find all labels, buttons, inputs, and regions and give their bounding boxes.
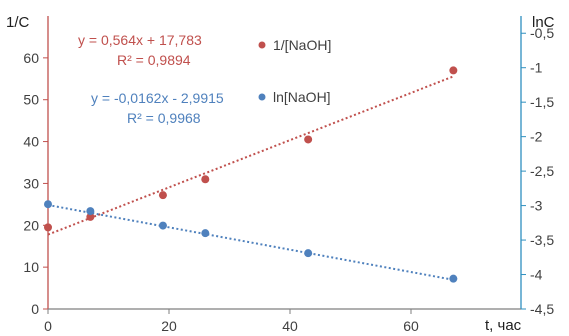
right-tick-label: -2 xyxy=(530,129,543,145)
x-axis-title: t, час xyxy=(485,317,522,334)
data-point-red xyxy=(158,191,167,200)
data-point-red xyxy=(304,135,313,144)
left-tick-label: 20 xyxy=(23,217,39,233)
data-point-red xyxy=(201,175,210,184)
red-trend-equation: y = 0,564x + 17,783 xyxy=(78,32,202,48)
data-point-blue xyxy=(304,249,313,258)
data-point-red xyxy=(44,223,52,232)
left-axis-title: 1/C xyxy=(6,14,30,31)
right-tick-label: -3,5 xyxy=(530,232,554,248)
right-tick-label: -1,5 xyxy=(530,94,554,110)
left-tick-label: 60 xyxy=(23,50,39,66)
right-tick-label: -4,5 xyxy=(530,301,554,317)
legend-label-blue: ln[NaOH] xyxy=(273,89,331,105)
legend-marker-blue xyxy=(258,93,266,101)
x-tick-label: 0 xyxy=(44,318,52,334)
right-tick-label: -1 xyxy=(530,60,543,76)
x-tick-label: 40 xyxy=(282,318,298,334)
left-tick-label: 30 xyxy=(23,175,39,191)
red-trend-r2: R² = 0,9894 xyxy=(117,52,191,68)
data-point-red xyxy=(86,212,95,221)
right-tick-label: -3 xyxy=(530,198,543,214)
left-tick-label: 10 xyxy=(23,259,39,275)
right-tick-label: -2,5 xyxy=(530,163,554,179)
legend: 1/[NaOH] ln[NaOH] xyxy=(258,37,331,105)
left-tick-label: 0 xyxy=(31,301,39,317)
axes xyxy=(47,16,522,310)
left-axis-ticks: 0 10 20 30 40 50 60 xyxy=(23,50,48,317)
right-axis-ticks: -4,5 -4 -3,5 -3 -2,5 -2 -1,5 -1 -0,5 xyxy=(521,25,554,317)
blue-trend-r2: R² = 0,9968 xyxy=(127,110,201,126)
blue-trend-equation: y = -0,0162x - 2,9915 xyxy=(91,90,224,106)
right-tick-label: -4 xyxy=(530,267,543,283)
right-axis-title: lnC xyxy=(532,14,555,31)
x-tick-label: 20 xyxy=(161,318,177,334)
data-point-blue xyxy=(201,229,210,238)
left-tick-label: 50 xyxy=(23,92,39,108)
data-point-blue xyxy=(86,207,95,216)
trendline-blue xyxy=(47,204,454,281)
data-points xyxy=(44,66,458,283)
trendlines xyxy=(47,75,454,281)
right-tick-label: -0,5 xyxy=(530,25,554,41)
legend-label-red: 1/[NaOH] xyxy=(273,37,331,53)
data-point-blue xyxy=(44,200,52,209)
x-axis-ticks: 0 20 40 60 xyxy=(44,309,419,334)
left-tick-label: 40 xyxy=(23,134,39,150)
legend-marker-red xyxy=(258,41,266,49)
data-point-red xyxy=(449,66,458,75)
data-point-blue xyxy=(449,274,458,283)
x-tick-label: 60 xyxy=(403,318,419,334)
trendline-red xyxy=(47,75,454,236)
data-point-blue xyxy=(158,221,167,230)
